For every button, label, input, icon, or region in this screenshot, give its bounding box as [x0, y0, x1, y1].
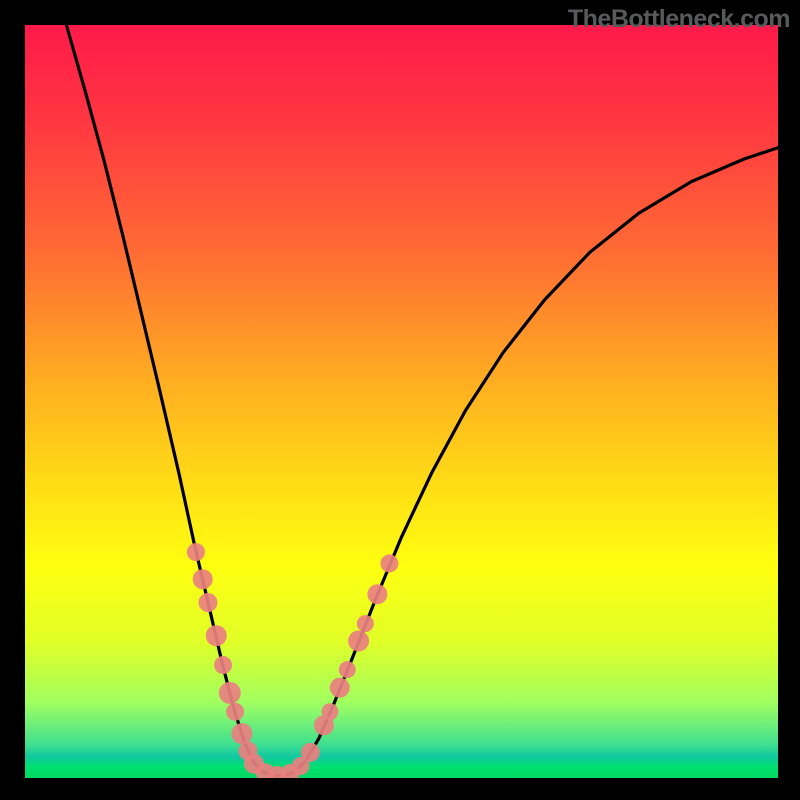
data-marker	[348, 630, 369, 651]
watermark-text: TheBottleneck.com	[568, 5, 790, 34]
data-marker	[339, 661, 356, 678]
data-marker	[357, 615, 374, 632]
bottleneck-curve-chart	[25, 25, 778, 778]
data-marker	[330, 678, 350, 698]
data-marker	[380, 554, 398, 572]
chart-frame: TheBottleneck.com	[0, 0, 800, 800]
data-marker	[226, 703, 244, 721]
data-marker	[367, 584, 387, 604]
plot-area	[25, 25, 778, 778]
data-marker	[214, 656, 232, 674]
data-marker	[198, 593, 217, 612]
data-marker	[187, 543, 205, 561]
data-marker	[321, 703, 338, 720]
data-marker	[301, 743, 320, 762]
data-marker	[206, 625, 227, 646]
data-marker	[231, 723, 252, 744]
data-marker	[193, 569, 213, 589]
data-marker	[219, 682, 241, 704]
gradient-background	[25, 25, 778, 778]
